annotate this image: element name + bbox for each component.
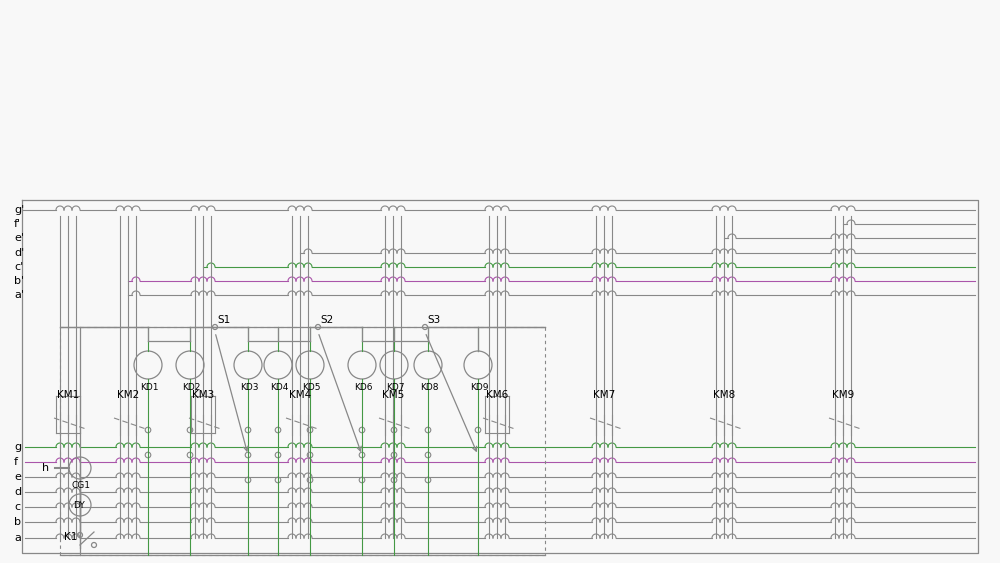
Text: b': b' [14,276,24,286]
Text: d: d [14,487,21,497]
Text: f': f' [14,219,21,229]
Text: c: c [14,502,20,512]
Text: b: b [14,517,21,527]
Text: S3: S3 [427,315,440,325]
Text: KD2: KD2 [182,382,200,391]
Text: KM7: KM7 [593,390,615,400]
Text: KM6: KM6 [486,390,508,400]
Text: a: a [14,533,21,543]
Text: KD3: KD3 [240,382,258,391]
Text: S2: S2 [320,315,333,325]
Text: KM4: KM4 [289,390,311,400]
Text: KM1: KM1 [57,390,79,400]
Text: KD7: KD7 [386,382,404,391]
Text: KD9: KD9 [470,382,488,391]
Text: e': e' [14,233,24,243]
Text: g': g' [14,205,24,215]
Text: d': d' [14,248,24,258]
Text: KM9: KM9 [832,390,854,400]
Text: KD6: KD6 [354,382,372,391]
Text: e: e [14,472,21,482]
Text: KM5: KM5 [382,390,404,400]
Text: KM8: KM8 [713,390,735,400]
Text: DY: DY [73,501,85,510]
Text: h: h [42,463,49,473]
Text: a': a' [14,290,24,300]
Text: f: f [14,457,18,467]
Text: S1: S1 [217,315,230,325]
Text: KM2: KM2 [117,390,139,400]
Text: KD1: KD1 [140,382,158,391]
Text: CG1: CG1 [71,481,90,490]
Text: c': c' [14,262,23,272]
Text: KD5: KD5 [302,382,320,391]
Text: g: g [14,442,21,452]
Text: KD4: KD4 [270,382,288,391]
Text: K1: K1 [64,532,77,542]
Text: KD8: KD8 [420,382,438,391]
Text: KM3: KM3 [192,390,214,400]
